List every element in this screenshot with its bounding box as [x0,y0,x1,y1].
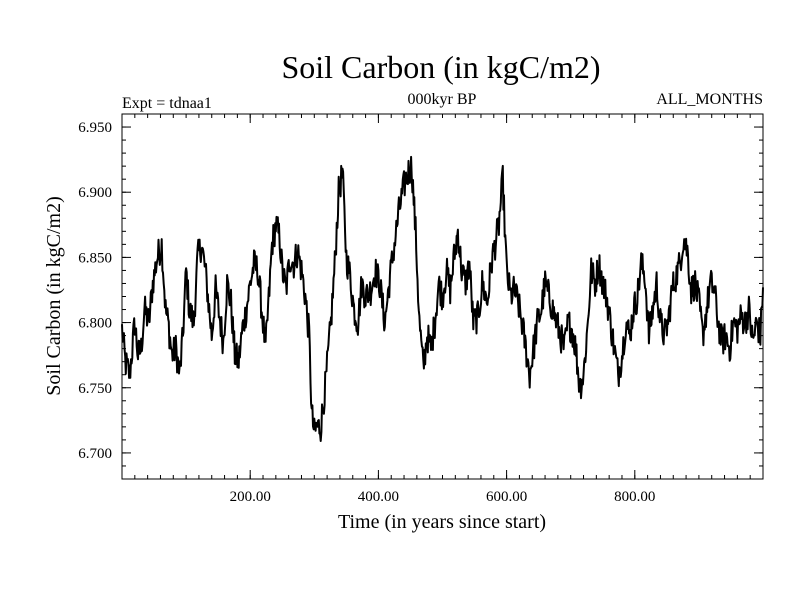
experiment-label: Expt = tdnaa1 [122,95,212,112]
y-tick-labels: 6.700 6.750 6.800 6.850 6.900 6.950 [78,120,112,462]
x-tick-label: 200.00 [230,489,271,505]
plot-frame [121,113,764,480]
x-tick-label: 800.00 [614,489,655,505]
major-ticks [122,114,763,479]
y-tick-label: 6.700 [78,446,112,462]
chart-subtitle: 000kyr BP [408,91,477,108]
x-tick-label: 600.00 [486,489,527,505]
y-tick-label: 6.800 [78,316,112,332]
chart-title: Soil Carbon (in kgC/m2) [281,49,600,85]
x-tick-labels: 200.00 400.00 600.00 800.00 [230,489,656,505]
x-tick-label: 400.00 [358,489,399,505]
y-tick-label: 6.900 [78,185,112,201]
y-tick-label: 6.850 [78,250,112,266]
series-line-soil-carbon [121,155,764,442]
y-tick-label: 6.950 [78,120,112,136]
x-axis-label: Time (in years since start) [338,511,546,533]
y-axis-label: Soil Carbon (in kgC/m2) [43,196,65,395]
y-tick-label: 6.750 [78,381,112,397]
months-label: ALL_MONTHS [656,91,763,108]
